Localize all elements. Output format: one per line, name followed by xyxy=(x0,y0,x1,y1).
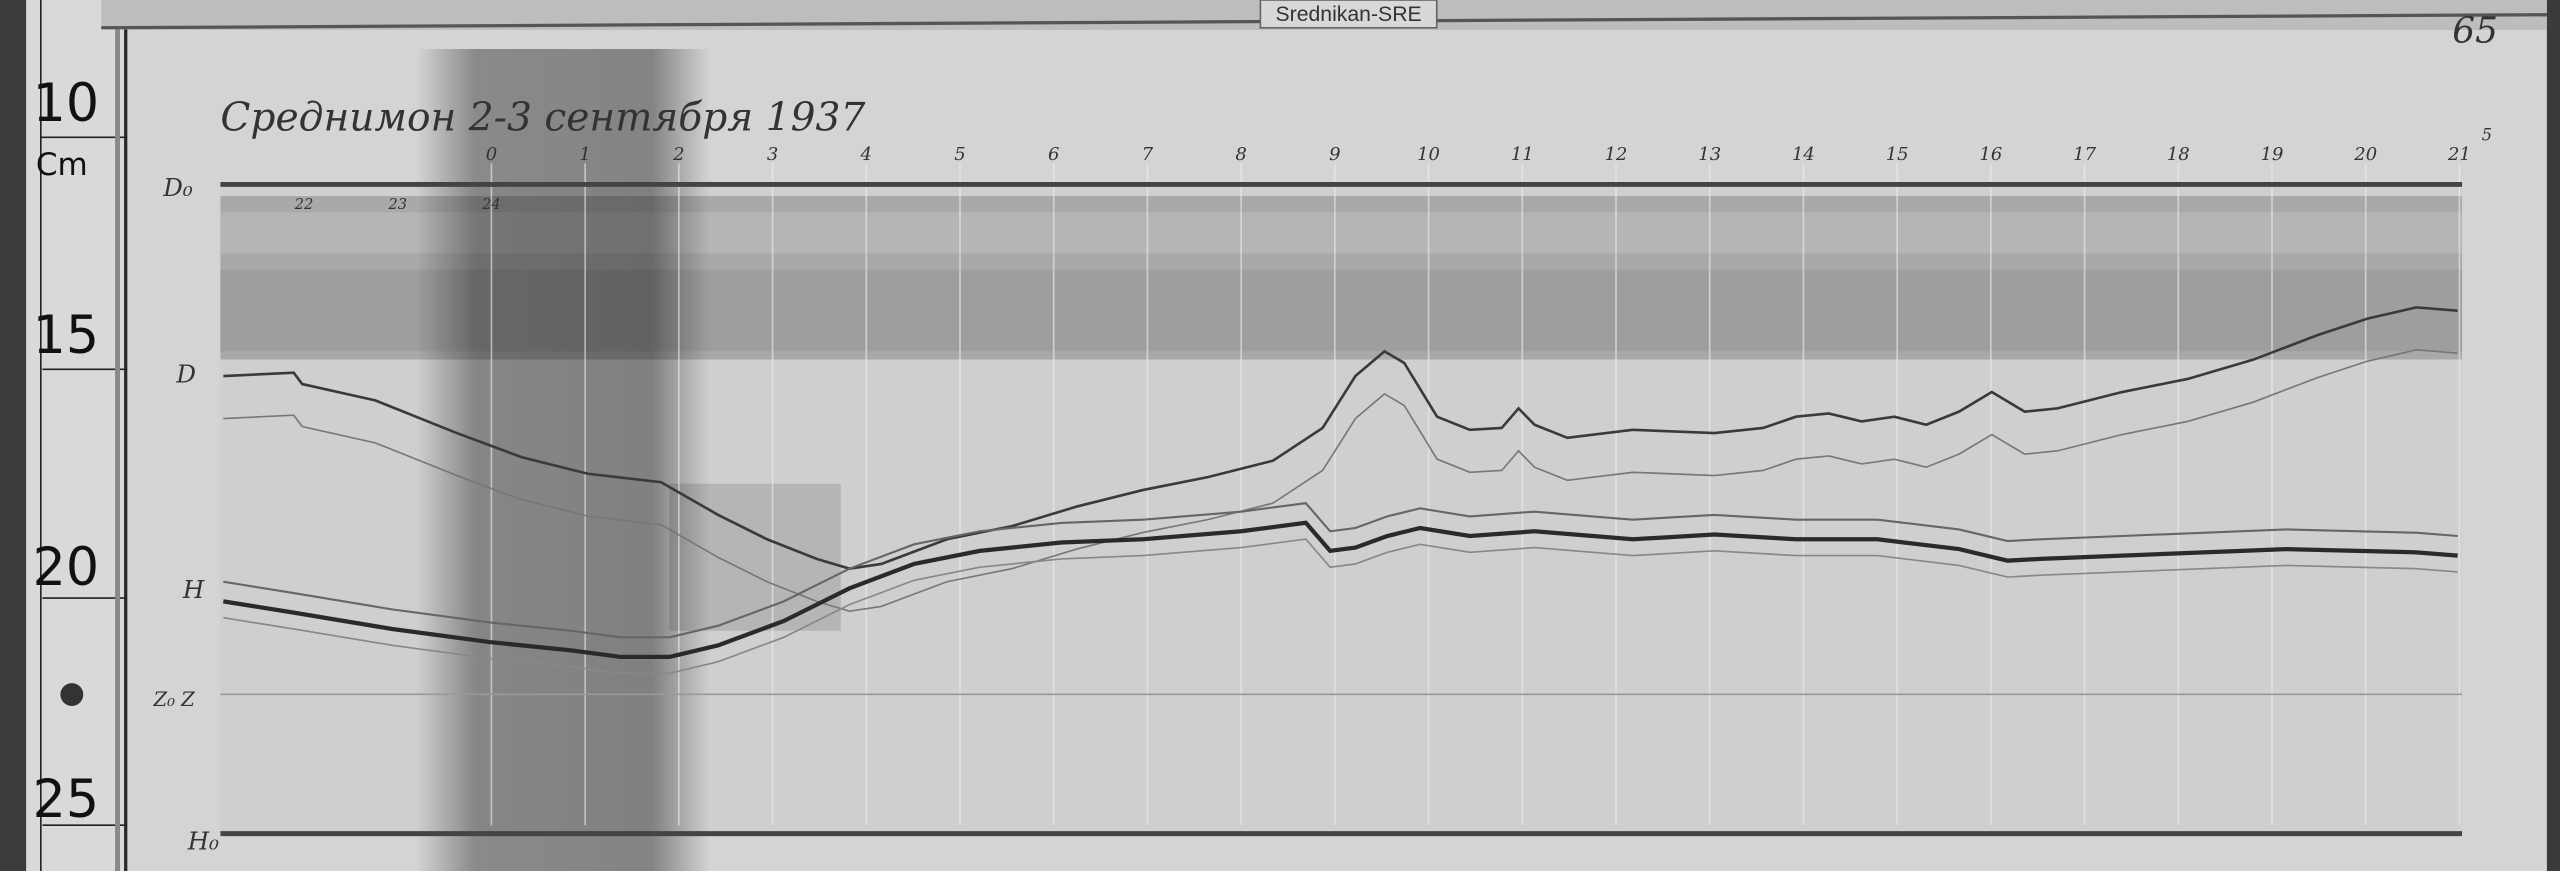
wood-edge xyxy=(0,0,27,871)
trace-h-upper xyxy=(223,502,2458,639)
right-edge xyxy=(2546,0,2560,871)
hour-label-top: 3 xyxy=(767,144,778,165)
hour-label-bottom: 23 xyxy=(387,196,407,213)
ruler-mark-20: 20 xyxy=(33,537,99,598)
traces xyxy=(223,306,2458,675)
ruler-dot xyxy=(60,683,84,706)
label-z: Z₀ Z xyxy=(152,688,195,711)
hour-label-bottom: 24 xyxy=(481,196,501,213)
trace-d xyxy=(223,306,2458,571)
hour-label-top: 21 xyxy=(2447,144,2471,165)
hour-label-top: 6 xyxy=(1048,144,1059,165)
chart-title: Среднимон 2-3 сентября 1937 xyxy=(220,96,865,141)
extra-mark: 5 xyxy=(2482,126,2492,145)
hour-label-top: 17 xyxy=(2073,144,2096,165)
label-tab-text: Srednikan-SRE xyxy=(1275,3,1421,26)
ruler: 10 Cm 15 20 25 xyxy=(26,0,193,871)
hour-label-top: 15 xyxy=(1886,144,1909,165)
hour-label-top: 5 xyxy=(954,144,965,165)
label-tab: Srednikan-SRE xyxy=(1259,0,1438,29)
hour-label-top: 12 xyxy=(1605,144,1628,165)
label-d0: D₀ xyxy=(162,173,193,202)
hour-label-top: 14 xyxy=(1792,144,1815,165)
hour-label-top: 8 xyxy=(1235,144,1246,165)
hour-label-top: 19 xyxy=(2261,144,2284,165)
hour-label-top: 7 xyxy=(1142,144,1154,165)
hour-label-bottom: 22 xyxy=(294,196,314,213)
trace-d-ghost xyxy=(223,349,2458,613)
trace-h xyxy=(223,520,2458,660)
ruler-mark-25: 25 xyxy=(33,769,99,830)
hour-label-top: 11 xyxy=(1511,144,1534,165)
ruler-mark-15: 15 xyxy=(33,305,99,366)
label-h: H xyxy=(182,575,205,604)
label-d: D xyxy=(175,359,196,388)
hour-label-top: 20 xyxy=(2353,144,2377,165)
label-h0: H₀ xyxy=(187,827,219,856)
hour-label-top: 18 xyxy=(2167,144,2190,165)
hour-label-top: 16 xyxy=(1979,144,2002,165)
trace-h-lower xyxy=(223,538,2458,675)
hour-label-top: 10 xyxy=(1417,144,1440,165)
page-number: 65 xyxy=(2452,10,2498,51)
hour-label-top: 9 xyxy=(1329,144,1340,165)
ruler-unit: Cm xyxy=(36,147,88,183)
hour-label-top: 1 xyxy=(579,144,590,165)
hour-label-top: 13 xyxy=(1698,144,1721,165)
hour-label-top: 2 xyxy=(672,144,684,165)
ruler-mark-10: 10 xyxy=(33,73,99,134)
baselines xyxy=(220,182,2463,837)
hour-label-top: 0 xyxy=(486,144,497,165)
shadow-band xyxy=(416,49,711,871)
hour-label-top: 4 xyxy=(860,144,872,165)
